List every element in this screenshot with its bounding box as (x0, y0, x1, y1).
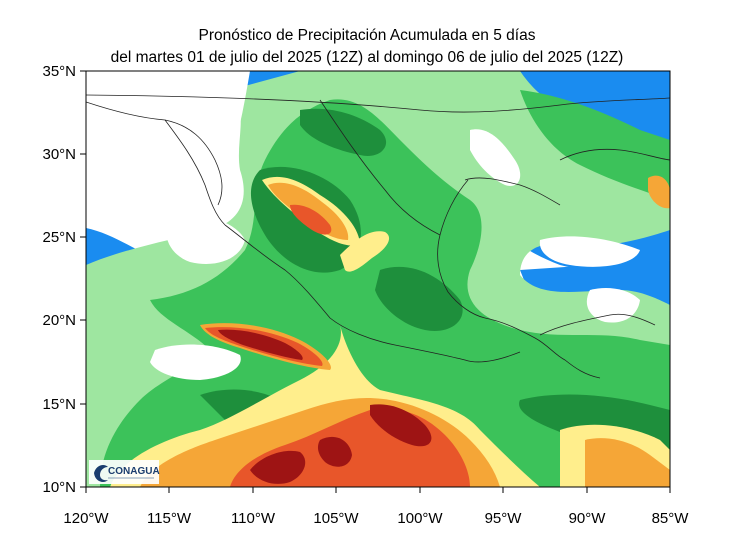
precip-darkgreen-2 (300, 108, 387, 156)
coastlines (86, 94, 670, 379)
lon-label-85: 85°W (652, 510, 690, 527)
dry-patch-baja (120, 71, 250, 201)
lat-label-10: 10°N (42, 479, 76, 496)
title-line-2: del martes 01 de julio del 2025 (12Z) al… (110, 49, 624, 66)
precip-darkred-south-1 (250, 450, 306, 484)
lat-label-35: 35°N (42, 63, 76, 80)
map-frame (85, 70, 671, 488)
precip-green-northeast (520, 90, 670, 200)
precip-darkgreen-3 (375, 266, 463, 331)
lon-label-90: 90°W (569, 510, 607, 527)
dry-patch-pacific (166, 214, 245, 264)
axis-ticks (80, 70, 671, 493)
dry-patch-caribbean (586, 288, 640, 323)
precip-darkred-band (218, 329, 303, 360)
dry-patch-atlantic (539, 236, 640, 267)
lon-label-100: 100°W (397, 510, 443, 527)
lon-label-105: 105°W (313, 510, 359, 527)
lon-label-110: 110°W (231, 510, 276, 527)
lat-label-30: 30°N (42, 146, 76, 163)
precip-orange-spot-east (648, 175, 670, 209)
precip-darkred-south-3 (317, 436, 352, 467)
precip-red-north (290, 204, 332, 235)
precip-darkred-south-2 (370, 404, 432, 447)
precip-yellow-ridge (340, 231, 390, 272)
conagua-emblem-icon (94, 465, 108, 482)
logo-text: CONAGUA (108, 466, 160, 477)
lon-label-115: 115°W (147, 510, 192, 527)
map-field (86, 71, 670, 487)
lon-label-95: 95°W (485, 510, 523, 527)
precip-orange-east (585, 438, 670, 487)
lat-label-25: 25°N (42, 229, 76, 246)
dry-patch-gulf (470, 129, 521, 186)
title-line-1: Pronóstico de Precipitación Acumulada en… (198, 27, 536, 44)
lat-label-15: 15°N (42, 396, 76, 413)
dry-patch-pacific-south (150, 344, 241, 380)
lon-label-120: 120°W (63, 510, 109, 527)
lat-label-20: 20°N (42, 312, 76, 329)
conagua-logo: CONAGUA (89, 460, 160, 484)
